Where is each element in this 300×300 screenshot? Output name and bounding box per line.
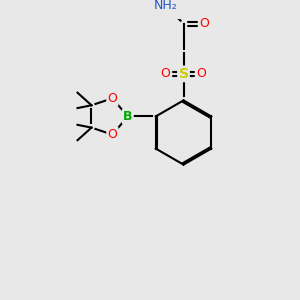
Text: O: O (160, 68, 170, 80)
Text: S: S (178, 67, 188, 81)
Text: O: O (107, 92, 117, 105)
Text: B: B (123, 110, 133, 123)
Text: NH₂: NH₂ (154, 0, 177, 12)
Text: O: O (200, 17, 209, 30)
Text: O: O (197, 68, 207, 80)
Text: O: O (107, 128, 117, 141)
